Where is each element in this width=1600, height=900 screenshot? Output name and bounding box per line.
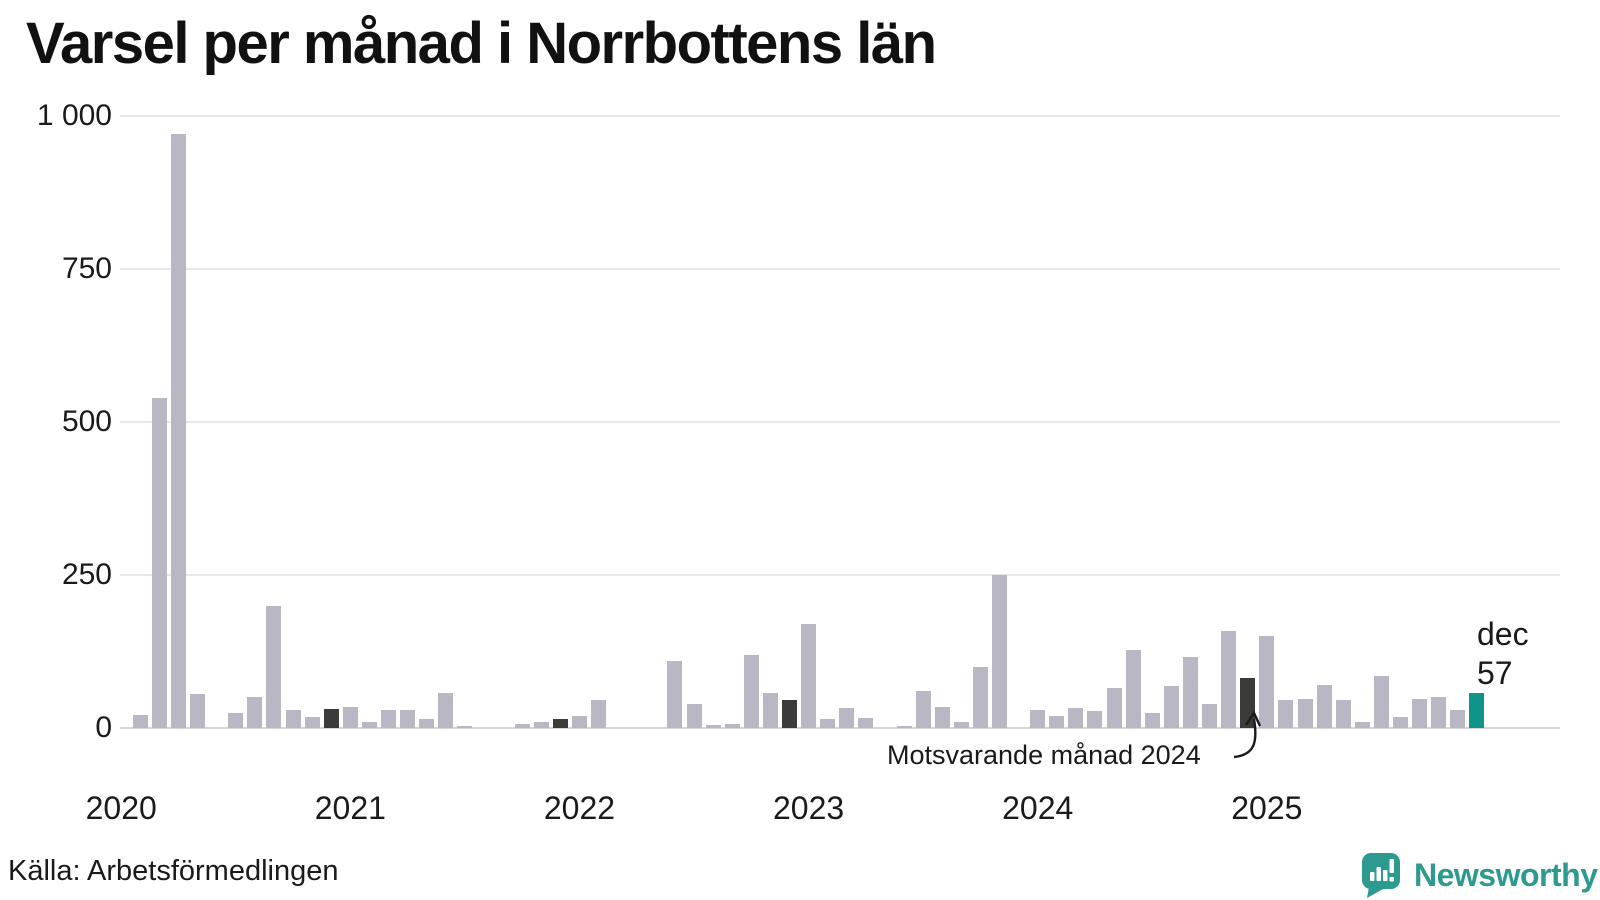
bar-2023-okt	[972, 667, 988, 728]
bar-2025-nov	[1450, 710, 1466, 728]
bar-2022-okt	[743, 655, 759, 728]
bar-2022-jul	[686, 704, 702, 728]
bar-2023-aug	[934, 707, 950, 728]
bar-2022-jan	[571, 716, 587, 728]
bar-2023-jan	[801, 624, 817, 728]
bar-2020-jul	[228, 713, 244, 728]
bar-2022-jun	[667, 661, 683, 728]
y-tick-label-1000: 1 000	[36, 99, 112, 132]
bar-2023-nov	[992, 575, 1008, 728]
bar-2024-aug	[1163, 686, 1179, 728]
bar-2025-feb	[1278, 700, 1294, 728]
y-tick-label-500: 500	[61, 405, 112, 438]
bar-2024-mar	[1068, 708, 1084, 728]
current-month-name: dec	[1477, 616, 1529, 652]
x-axis-line	[120, 727, 1560, 729]
y-tick-label-0: 0	[95, 711, 112, 744]
bar-2025-maj	[1335, 700, 1351, 728]
bar-2023-jul	[915, 691, 931, 728]
bar-2020-aug	[247, 697, 263, 728]
gridline-1000	[120, 115, 1560, 117]
x-tick-label-2025: 2025	[1231, 790, 1303, 826]
bar-2020-okt	[285, 710, 301, 728]
bar-2024-sep	[1182, 657, 1198, 728]
bar-2024-jul	[1144, 713, 1160, 728]
bar-2025-jul	[1373, 676, 1389, 728]
bar-2024-apr	[1087, 711, 1103, 728]
bar-2025-sep	[1412, 699, 1428, 728]
bar-2021-jul	[457, 726, 473, 728]
annotation-arrow-icon	[1233, 710, 1262, 759]
source-caption: Källa: Arbetsförmedlingen	[8, 855, 339, 887]
bar-2024-okt	[1202, 704, 1218, 728]
bar-2021-dec	[552, 719, 568, 728]
bar-2024-feb	[1049, 716, 1065, 728]
x-tick-label-2020: 2020	[85, 790, 157, 826]
bar-2020-maj	[190, 694, 206, 728]
bar-2022-aug	[705, 725, 721, 728]
current-month-value: 57	[1477, 655, 1513, 691]
bar-2025-okt	[1431, 697, 1447, 728]
y-tick-label-750: 750	[61, 252, 112, 285]
bar-2024-maj	[1106, 688, 1122, 728]
current-month-label: dec 57	[1477, 615, 1529, 693]
bar-2021-jun	[438, 693, 454, 728]
bar-2025-aug	[1392, 717, 1408, 728]
bar-2025-dec	[1469, 693, 1485, 728]
gridline-750	[120, 268, 1560, 270]
gridline-250	[120, 574, 1560, 576]
bar-2020-apr	[170, 134, 186, 728]
bar-2025-apr	[1316, 685, 1332, 728]
bar-2021-feb	[361, 722, 377, 728]
bar-2021-mar	[381, 710, 397, 728]
bar-2024-jun	[1125, 650, 1141, 728]
bar-2023-sep	[953, 722, 969, 728]
bar-2020-nov	[304, 717, 320, 728]
bar-2022-nov	[762, 693, 778, 728]
bar-2021-okt	[514, 724, 530, 728]
chart-title: Varsel per månad i Norrbottens län	[26, 11, 937, 76]
bar-2023-mar	[839, 708, 855, 728]
bar-2020-sep	[266, 606, 282, 728]
bar-2021-apr	[400, 710, 416, 728]
bar-2020-mar	[151, 398, 167, 728]
bar-2022-sep	[724, 724, 740, 728]
bar-2020-feb	[132, 715, 148, 728]
bar-2023-apr	[858, 718, 874, 728]
newsworthy-logo-icon	[1362, 853, 1400, 898]
bar-2023-jun	[896, 726, 912, 728]
bar-2021-jan	[342, 707, 358, 728]
x-tick-label-2022: 2022	[543, 790, 616, 826]
x-tick-label-2024: 2024	[1002, 790, 1074, 826]
bar-2023-feb	[820, 719, 836, 728]
bar-2021-nov	[533, 722, 549, 728]
annotation-label: Motsvarande månad 2024	[887, 740, 1201, 770]
newsworthy-logo-text: Newsworthy	[1414, 856, 1598, 893]
y-tick-label-250: 250	[61, 558, 112, 591]
bar-2022-feb	[591, 700, 607, 728]
x-tick-label-2023: 2023	[772, 790, 845, 826]
bar-2025-jun	[1354, 722, 1370, 728]
gridline-500	[120, 421, 1560, 423]
bar-2024-jan	[1030, 710, 1046, 728]
bar-2022-dec	[781, 700, 797, 728]
bar-2025-jan	[1259, 636, 1275, 728]
bar-2020-dec	[323, 709, 339, 728]
bar-2021-maj	[419, 719, 435, 728]
bar-2024-nov	[1221, 631, 1237, 728]
bar-2025-mar	[1297, 699, 1313, 728]
x-tick-label-2021: 2021	[314, 790, 386, 826]
newsworthy-logo: Newsworthy	[1360, 851, 1598, 899]
